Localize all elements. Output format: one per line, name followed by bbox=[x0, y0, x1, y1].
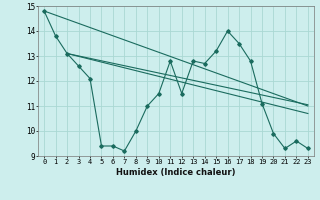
X-axis label: Humidex (Indice chaleur): Humidex (Indice chaleur) bbox=[116, 168, 236, 177]
